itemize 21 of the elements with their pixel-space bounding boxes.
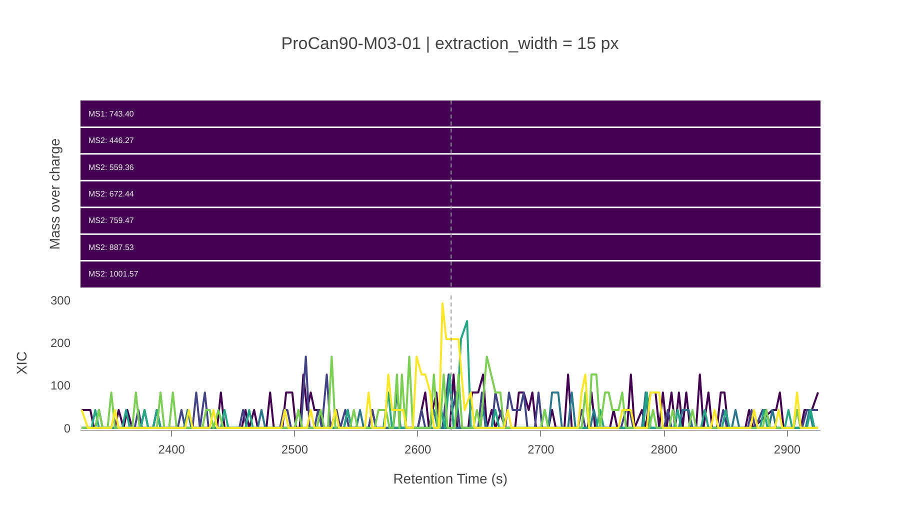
text: MS2: 1001.57	[88, 270, 139, 279]
x-tick-label: 2400	[158, 442, 186, 456]
y-tick-label: 0	[64, 421, 71, 436]
x-tick-label: 2500	[281, 442, 308, 456]
text: MS2: 446.27	[88, 136, 134, 146]
text: MS2: 759.47	[88, 216, 134, 226]
text: MS2: 559.36	[88, 162, 134, 172]
y-tick-label: 200	[50, 336, 71, 350]
text: MS2: 672.44	[88, 190, 134, 198]
y-tick-label: 100	[50, 378, 71, 393]
x-axis-title: Retention Time (s)	[393, 470, 508, 486]
y-tick-label: 300	[50, 293, 71, 308]
y-axis-title: XIC	[13, 351, 30, 375]
x-tick-label: 2700	[528, 442, 555, 456]
x-tick-label: 2800	[650, 442, 678, 456]
x-tick-label: 2600	[404, 442, 432, 456]
text: ProCan90-M03-01 | extraction_width = 15 px	[281, 33, 619, 55]
text: MS2: 887.53	[88, 242, 134, 252]
x-tick-label: 2900	[774, 442, 801, 456]
text: MS1: 743.40	[88, 109, 134, 118]
text: Mass over charge	[46, 138, 62, 250]
